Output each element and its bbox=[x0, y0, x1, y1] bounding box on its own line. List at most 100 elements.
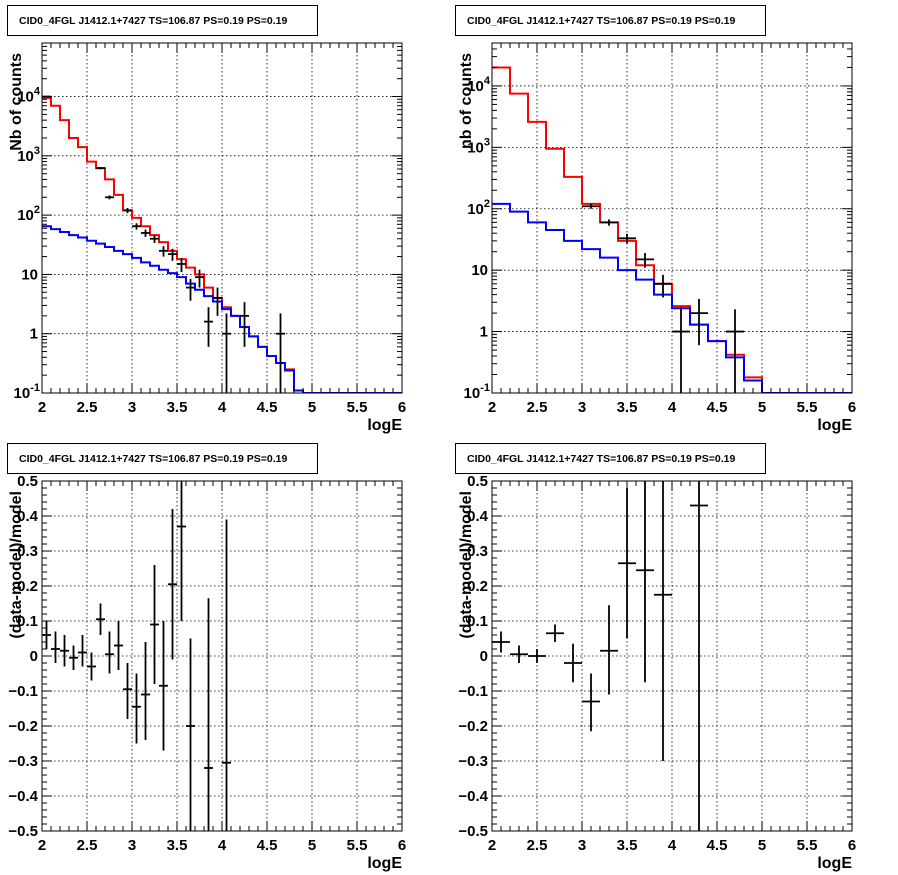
x-axis-label: logE bbox=[367, 855, 402, 872]
x-tick-label: 5 bbox=[308, 399, 316, 416]
x-tick-label: 2 bbox=[488, 837, 496, 854]
x-tick-label: 4 bbox=[218, 399, 227, 416]
data-point bbox=[600, 605, 618, 695]
data-point bbox=[177, 481, 186, 621]
data-point bbox=[690, 481, 708, 831]
title-frame bbox=[455, 5, 766, 36]
title-frame bbox=[455, 443, 766, 474]
x-tick-label: 3.5 bbox=[167, 399, 188, 416]
x-tick-label: 3.5 bbox=[617, 837, 638, 854]
data-point bbox=[168, 248, 177, 261]
x-tick-label: 2.5 bbox=[527, 399, 548, 416]
y-tick-label: 10 bbox=[471, 262, 488, 279]
x-tick-label: 3 bbox=[128, 837, 136, 854]
data-point bbox=[105, 195, 114, 200]
y-tick-label: 1 bbox=[480, 324, 488, 341]
x-tick-label: 2.5 bbox=[77, 399, 98, 416]
y-tick-label: 102 bbox=[17, 204, 40, 224]
y-tick-label: 0.3 bbox=[467, 543, 488, 560]
y-tick-label: 102 bbox=[467, 198, 490, 218]
data-point bbox=[78, 635, 87, 667]
x-tick-label: 2 bbox=[38, 837, 46, 854]
title-box: CID0_4FGL J1412.1+7427 TS=106.87 PS=0.19… bbox=[7, 443, 318, 474]
y-tick-label: 1 bbox=[30, 326, 38, 343]
data-point bbox=[546, 624, 564, 642]
x-axis-label: logE bbox=[817, 417, 852, 434]
x-tick-label: 4 bbox=[668, 399, 677, 416]
y-axis-label: Nb of counts bbox=[8, 53, 25, 151]
y-tick-label: 0.2 bbox=[467, 578, 488, 595]
x-tick-label: 3 bbox=[578, 837, 586, 854]
y-tick-label: −0.5 bbox=[458, 823, 488, 840]
x-tick-label: 3.5 bbox=[617, 399, 638, 416]
x-tick-label: 3 bbox=[578, 399, 586, 416]
x-tick-label: 6 bbox=[848, 399, 856, 416]
data-point bbox=[60, 635, 69, 667]
data-point bbox=[240, 302, 249, 347]
data-point bbox=[276, 313, 285, 393]
y-tick-label: 0.5 bbox=[17, 473, 38, 490]
data-point bbox=[132, 673, 141, 744]
x-tick-label: 2.5 bbox=[527, 837, 548, 854]
data-point bbox=[204, 307, 213, 347]
grid bbox=[42, 481, 402, 831]
data-point bbox=[204, 598, 213, 831]
y-tick-label: 0.4 bbox=[467, 508, 489, 525]
x-tick-label: 6 bbox=[398, 837, 406, 854]
y-tick-label: −0.4 bbox=[458, 788, 488, 805]
data-point bbox=[213, 287, 222, 316]
x-tick-label: 4.5 bbox=[707, 837, 728, 854]
data-point bbox=[195, 269, 204, 288]
data-point bbox=[141, 642, 150, 740]
data-point bbox=[726, 309, 744, 393]
data-point bbox=[96, 166, 105, 170]
x-tick-label: 4.5 bbox=[707, 399, 728, 416]
y-tick-label: 0.5 bbox=[467, 473, 488, 490]
x-tick-label: 2 bbox=[38, 399, 46, 416]
chart-title: CID0_4FGL J1412.1+7427 TS=106.87 PS=0.19… bbox=[467, 453, 735, 465]
x-tick-label: 5 bbox=[308, 837, 316, 854]
y-tick-label: −0.3 bbox=[458, 753, 488, 770]
y-tick-label: 0.1 bbox=[17, 613, 38, 630]
panel-4: 2 2.5 3 3.5 4 4.5 5 5.5 6logE−0.5−0.4−0.3−0.2−0.… bbox=[455, 443, 856, 872]
data-point bbox=[636, 253, 654, 268]
data-point bbox=[636, 481, 654, 683]
x-tick-label: 4 bbox=[668, 837, 677, 854]
data-point bbox=[672, 307, 690, 393]
data-point bbox=[690, 298, 708, 346]
chart-title: CID0_4FGL J1412.1+7427 TS=106.87 PS=0.19… bbox=[19, 453, 287, 465]
plot-area bbox=[42, 481, 231, 831]
y-tick-label: −0.1 bbox=[8, 683, 38, 700]
data-point bbox=[123, 663, 132, 719]
data-point bbox=[222, 519, 231, 831]
data-point bbox=[150, 565, 159, 684]
y-tick-label: 104 bbox=[467, 75, 491, 95]
data-point bbox=[159, 621, 168, 751]
y-axis: −0.5 −0.4 −0.3 −0.2 −0.1 0 0.1 0.2 0.3 0.4 0.5(dat… bbox=[8, 473, 402, 840]
chart-title: CID0_4FGL J1412.1+7427 TS=106.87 PS=0.19… bbox=[19, 15, 287, 27]
x-tick-label: 6 bbox=[848, 837, 856, 854]
data-point bbox=[186, 278, 195, 301]
x-tick-label: 5.5 bbox=[797, 837, 818, 854]
x-axis-label: logE bbox=[367, 417, 402, 434]
data-point bbox=[159, 246, 168, 257]
y-tick-label: 10-1 bbox=[14, 382, 40, 402]
grid bbox=[492, 481, 852, 831]
y-tick-label: 0.4 bbox=[17, 508, 39, 525]
y-tick-label: 0 bbox=[480, 648, 488, 665]
x-tick-label: 5 bbox=[758, 837, 766, 854]
title-box: CID0_4FGL J1412.1+7427 TS=106.87 PS=0.19… bbox=[7, 5, 318, 36]
data-point bbox=[654, 481, 672, 761]
y-axis: −0.5 −0.4 −0.3 −0.2 −0.1 0 0.1 0.2 0.3 0.4 0.5(dat… bbox=[458, 473, 852, 840]
x-tick-label: 4 bbox=[218, 837, 227, 854]
x-tick-label: 5.5 bbox=[347, 837, 368, 854]
data-point bbox=[222, 313, 231, 393]
plot-area bbox=[492, 481, 708, 831]
y-tick-label: −0.1 bbox=[458, 683, 488, 700]
